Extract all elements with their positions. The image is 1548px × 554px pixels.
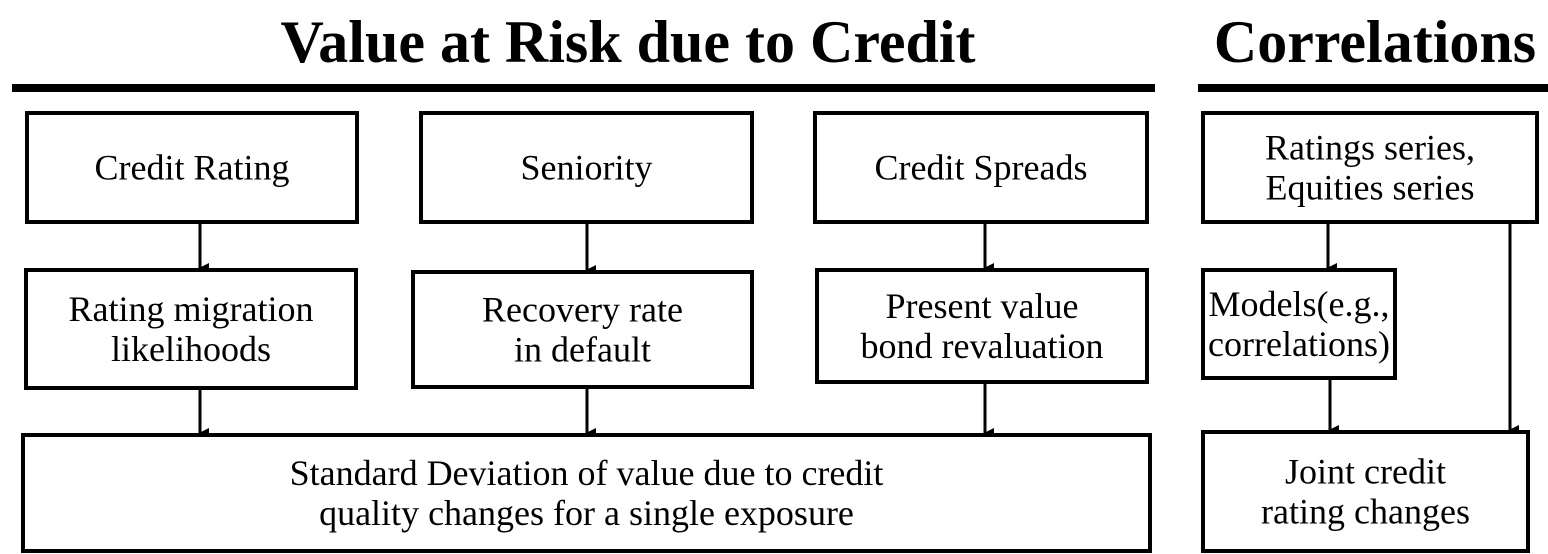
box bbox=[24, 268, 358, 390]
arrows bbox=[198, 222, 1519, 438]
rule bbox=[12, 84, 1155, 92]
box-label: in default bbox=[514, 330, 651, 370]
box-label: Seniority bbox=[521, 148, 653, 188]
box bbox=[815, 268, 1149, 384]
section-title: Value at Risk due to Credit bbox=[280, 9, 975, 75]
section-title: Correlations bbox=[1214, 9, 1536, 75]
box bbox=[21, 433, 1152, 553]
box bbox=[419, 111, 754, 224]
box-label: likelihoods bbox=[111, 329, 271, 369]
box-label: quality changes for a single exposure bbox=[319, 493, 854, 533]
box-label: Equities series bbox=[1266, 168, 1475, 208]
rule bbox=[1198, 84, 1548, 92]
box-label: Credit Rating bbox=[95, 148, 290, 188]
box-label: correlations) bbox=[1208, 324, 1390, 364]
box-label: Recovery rate bbox=[482, 290, 683, 330]
box-label: Rating migration bbox=[69, 289, 314, 329]
box bbox=[1201, 268, 1397, 380]
box-label: Joint credit bbox=[1285, 452, 1446, 492]
box-label: Credit Spreads bbox=[875, 148, 1088, 188]
box-label: Models(e.g., bbox=[1209, 284, 1390, 324]
box bbox=[411, 270, 754, 389]
box bbox=[25, 111, 359, 224]
box-label: Standard Deviation of value due to credi… bbox=[290, 453, 884, 493]
box bbox=[1201, 430, 1530, 553]
box-label: Present value bbox=[886, 286, 1079, 326]
box-label: bond revaluation bbox=[861, 326, 1104, 366]
box-label: rating changes bbox=[1261, 492, 1470, 532]
box bbox=[1201, 111, 1539, 224]
box-label: Ratings series, bbox=[1265, 128, 1475, 168]
box bbox=[813, 111, 1149, 224]
